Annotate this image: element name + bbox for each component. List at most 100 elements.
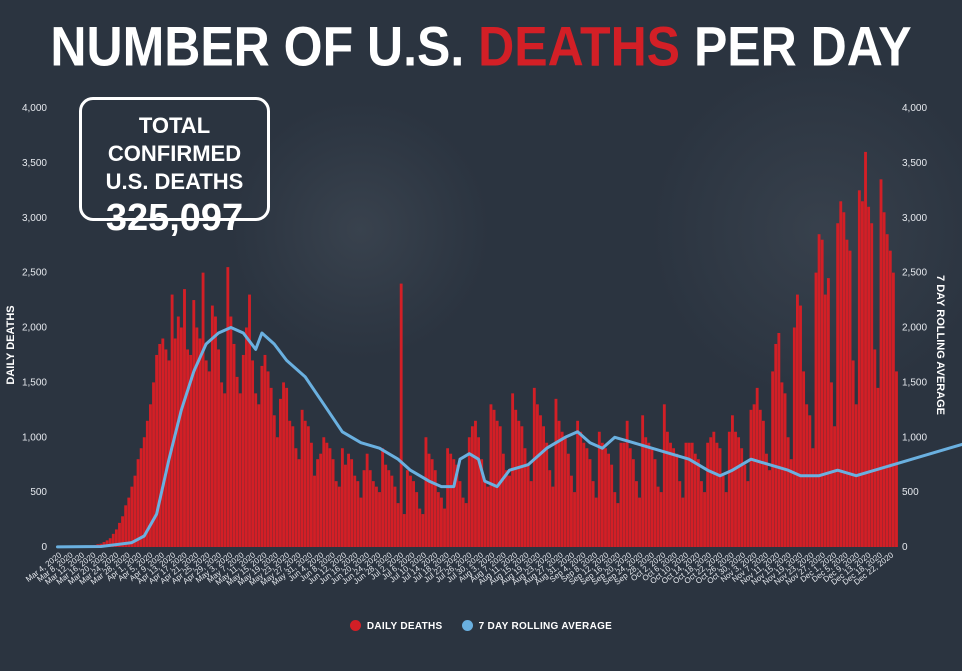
daily-deaths-bar xyxy=(149,404,152,547)
legend-label-average: 7 DAY ROLLING AVERAGE xyxy=(478,621,613,632)
y-axis-title-left: DAILY DEATHS xyxy=(5,305,17,384)
daily-deaths-bar xyxy=(845,239,849,547)
y2-tick-label: 0 xyxy=(902,542,908,553)
daily-deaths-bar xyxy=(362,470,366,547)
daily-deaths-bar xyxy=(839,201,843,548)
daily-deaths-bar xyxy=(291,426,295,547)
daily-deaths-bar xyxy=(241,354,245,547)
daily-deaths-bar xyxy=(792,327,796,547)
daily-deaths-bar xyxy=(768,470,771,547)
daily-deaths-bar xyxy=(136,459,140,547)
daily-deaths-bar xyxy=(375,486,378,547)
daily-deaths-bar xyxy=(817,234,821,547)
daily-deaths-bar xyxy=(483,481,487,547)
daily-deaths-bar xyxy=(535,404,539,547)
daily-deaths-bar xyxy=(737,437,741,547)
daily-deaths-bar xyxy=(443,508,446,547)
daily-deaths-bar xyxy=(474,420,477,547)
daily-deaths-bar xyxy=(226,267,230,547)
daily-deaths-bar xyxy=(619,442,623,547)
daily-deaths-bar xyxy=(427,453,431,547)
daily-deaths-bar xyxy=(588,459,592,547)
daily-deaths-bar xyxy=(755,387,759,547)
daily-deaths-bar xyxy=(108,538,112,547)
y2-tick-label: 1,500 xyxy=(902,377,927,388)
daily-deaths-bar xyxy=(378,492,381,548)
y-tick-label: 0 xyxy=(41,542,47,553)
legend-swatch-average xyxy=(461,620,473,631)
daily-deaths-bar xyxy=(582,442,586,547)
daily-deaths-bar xyxy=(105,540,109,547)
daily-deaths-bar xyxy=(359,497,363,547)
daily-deaths-bar xyxy=(118,522,121,547)
daily-deaths-bar xyxy=(309,442,313,547)
daily-deaths-bar xyxy=(155,354,159,547)
rolling-average-line xyxy=(56,326,962,549)
daily-deaths-bar xyxy=(891,272,895,548)
daily-deaths-bar xyxy=(594,497,598,547)
daily-deaths-bar xyxy=(142,437,146,547)
daily-deaths-bar xyxy=(114,529,118,547)
daily-deaths-bar xyxy=(325,442,329,547)
daily-deaths-bar xyxy=(607,453,611,547)
daily-deaths-bar xyxy=(486,486,490,547)
daily-deaths-bar xyxy=(706,442,710,547)
y2-tick-label: 1,000 xyxy=(902,432,927,443)
daily-deaths-bar xyxy=(340,448,344,548)
daily-deaths-bar xyxy=(721,475,725,547)
daily-deaths-bar xyxy=(458,481,462,547)
daily-deaths-bar xyxy=(687,442,691,547)
daily-deaths-bar xyxy=(681,497,685,547)
y2-tick-label: 4,000 xyxy=(902,103,927,114)
daily-deaths-bar xyxy=(715,442,719,547)
daily-deaths-bar xyxy=(282,382,285,548)
daily-deaths-bar xyxy=(461,497,465,547)
daily-deaths-bar xyxy=(597,431,601,547)
daily-deaths-bar xyxy=(576,420,580,547)
daily-deaths-bar xyxy=(833,426,836,547)
y-tick-label: 1,500 xyxy=(22,377,47,388)
y2-tick-label: 500 xyxy=(902,487,919,498)
daily-deaths-bar xyxy=(585,448,589,548)
daily-deaths-bar xyxy=(709,437,713,547)
daily-deaths-bar xyxy=(179,327,183,547)
daily-deaths-bar xyxy=(551,486,555,547)
daily-deaths-bar xyxy=(353,475,357,547)
daily-deaths-bar xyxy=(421,514,425,547)
daily-deaths-bar xyxy=(111,533,115,547)
daily-deaths-bar xyxy=(279,398,282,547)
daily-deaths-bar xyxy=(523,448,527,548)
daily-deaths-bar xyxy=(842,212,846,547)
daily-deaths-bar xyxy=(650,448,654,548)
daily-deaths-bar xyxy=(405,470,409,547)
daily-deaths-bar xyxy=(700,481,703,547)
daily-deaths-bar xyxy=(820,239,824,547)
daily-deaths-bar xyxy=(520,426,524,547)
daily-deaths-bar xyxy=(164,349,168,547)
total-box-line1: TOTAL CONFIRMED xyxy=(107,113,242,166)
y-tick-label: 3,000 xyxy=(22,213,47,224)
daily-deaths-bar xyxy=(303,420,307,547)
daily-deaths-bar xyxy=(322,437,326,547)
daily-deaths-bar xyxy=(876,387,880,547)
total-deaths-box: TOTAL CONFIRMED U.S. DEATHS 325,097 xyxy=(79,97,270,239)
daily-deaths-bar xyxy=(625,420,629,547)
daily-deaths-bar xyxy=(811,448,815,548)
daily-deaths-bar xyxy=(566,453,570,547)
daily-deaths-bar xyxy=(158,343,162,547)
daily-deaths-bar xyxy=(306,426,310,547)
daily-deaths-bar xyxy=(244,327,248,547)
daily-deaths-bar xyxy=(501,453,505,547)
daily-deaths-bar xyxy=(260,365,264,547)
daily-deaths-bar xyxy=(467,437,471,547)
daily-deaths-bar xyxy=(774,343,778,547)
daily-deaths-bar xyxy=(656,486,660,547)
total-box-line2: U.S. DEATHS xyxy=(105,169,244,194)
daily-deaths-bar xyxy=(455,464,459,547)
daily-deaths-bar xyxy=(201,272,205,548)
daily-deaths-bar xyxy=(328,448,332,548)
daily-deaths-bar xyxy=(285,387,289,547)
daily-deaths-bar xyxy=(223,393,227,547)
